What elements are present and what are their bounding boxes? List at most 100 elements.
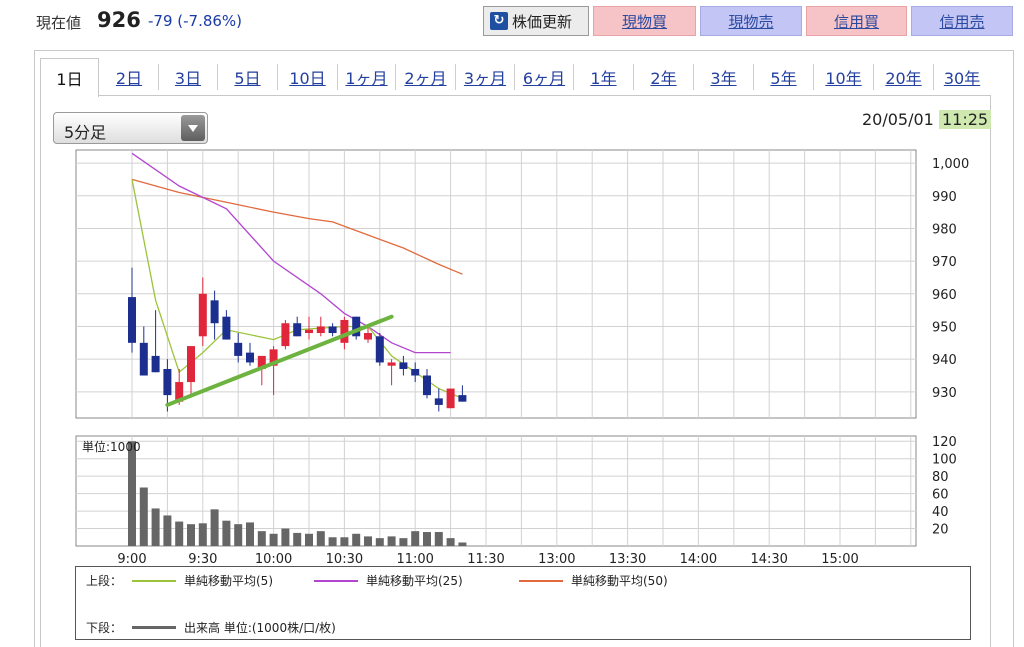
volume-bar bbox=[293, 532, 302, 546]
volume-bar bbox=[316, 531, 325, 546]
tab-3d[interactable]: 3日 bbox=[174, 69, 202, 88]
tab-3m[interactable]: 3ヶ月 bbox=[463, 69, 507, 88]
spot-sell-button[interactable]: 現物売 bbox=[700, 6, 802, 36]
tab-separator bbox=[633, 64, 634, 90]
volume-tick-label: 120 bbox=[932, 435, 957, 450]
tab-separator bbox=[753, 64, 754, 90]
interval-select-value: 5分足 bbox=[64, 123, 107, 142]
candle-body bbox=[399, 362, 408, 369]
candle-body bbox=[151, 355, 160, 373]
tab-2m[interactable]: 2ヶ月 bbox=[404, 69, 447, 88]
tab-separator bbox=[573, 64, 574, 90]
legend-volume-label: 出来高 単位:(1000株/口/枚) bbox=[184, 621, 336, 635]
volume-bar bbox=[411, 531, 420, 546]
margin-sell-button[interactable]: 信用売 bbox=[911, 6, 1013, 36]
tab-10d[interactable]: 10日 bbox=[289, 69, 326, 88]
upper-plot-area bbox=[75, 149, 917, 419]
tab-separator bbox=[933, 64, 934, 90]
ma25-line bbox=[131, 152, 451, 354]
current-price: 926 bbox=[97, 8, 141, 32]
tab-1y[interactable]: 1年 bbox=[590, 69, 617, 88]
y-tick-label: 970 bbox=[932, 255, 957, 270]
tab-3y[interactable]: 3年 bbox=[710, 69, 737, 88]
margin-buy-button[interactable]: 信用買 bbox=[806, 6, 907, 36]
x-tick-label: 10:30 bbox=[326, 552, 363, 567]
tab-6m[interactable]: 6ヶ月 bbox=[522, 69, 566, 88]
candle-body bbox=[423, 375, 431, 396]
tab-separator bbox=[873, 64, 874, 90]
volume-bar bbox=[246, 522, 254, 546]
candle-body bbox=[375, 336, 384, 363]
tab-2d[interactable]: 2日 bbox=[115, 69, 143, 88]
volume-bar bbox=[340, 537, 349, 546]
tab-1d[interactable]: 1日 bbox=[40, 58, 99, 97]
chart-panel bbox=[34, 50, 1014, 647]
candle-body bbox=[210, 300, 219, 324]
volume-bar bbox=[434, 532, 443, 546]
volume-bar bbox=[269, 533, 278, 546]
tab-separator bbox=[217, 64, 218, 90]
candle-body bbox=[316, 326, 325, 334]
volume-swatch bbox=[132, 626, 176, 629]
x-tick-label: 13:30 bbox=[609, 552, 646, 567]
legend-ma5: 単純移動平均(5) bbox=[126, 572, 273, 589]
volume-bar bbox=[328, 537, 337, 546]
candle-body bbox=[387, 362, 396, 366]
candle-body bbox=[458, 395, 467, 402]
y-tick-label: 940 bbox=[932, 353, 957, 368]
x-tick-label: 9:00 bbox=[117, 552, 146, 567]
tab-separator bbox=[395, 64, 396, 90]
candle-body bbox=[293, 323, 302, 337]
candle-body bbox=[411, 368, 420, 376]
volume-bar bbox=[352, 533, 361, 546]
tab-separator bbox=[813, 64, 814, 90]
volume-bar bbox=[423, 532, 431, 546]
y-tick-label: 960 bbox=[932, 288, 957, 303]
volume-tick-label: 60 bbox=[932, 488, 949, 503]
tab-5d[interactable]: 5日 bbox=[234, 69, 261, 88]
legend-upper-label: 上段： bbox=[86, 574, 123, 588]
legend-upper: 上段： bbox=[86, 572, 122, 589]
chevron-down-icon[interactable] bbox=[181, 115, 205, 141]
refresh-price-button[interactable]: ↻ 株価更新 bbox=[483, 6, 589, 36]
x-tick-label: 15:00 bbox=[821, 552, 858, 567]
tab-separator bbox=[693, 64, 694, 90]
chart-datetime: 20/05/01 11:25 bbox=[862, 110, 992, 129]
spot-buy-button[interactable]: 現物買 bbox=[593, 6, 696, 36]
tab-10y[interactable]: 10年 bbox=[825, 69, 862, 88]
tab-divider bbox=[98, 95, 990, 96]
tab-30y[interactable]: 30年 bbox=[943, 69, 981, 88]
tab-20y[interactable]: 20年 bbox=[885, 69, 922, 88]
chart-legend: 上段： 単純移動平均(5) 単純移動平均(25) 単純移動平均(50) 下段： … bbox=[75, 566, 971, 640]
panel-left-border bbox=[40, 95, 41, 647]
x-tick-label: 10:00 bbox=[255, 552, 292, 567]
interval-select[interactable]: 5分足 bbox=[53, 112, 208, 144]
candle-body bbox=[198, 293, 207, 337]
volume-bar bbox=[128, 441, 136, 546]
legend-ma50: 単純移動平均(50) bbox=[513, 572, 668, 589]
chart-date: 20/05/01 bbox=[862, 110, 934, 129]
y-tick-label: 1,000 bbox=[932, 157, 969, 172]
x-tick-label: 9:30 bbox=[188, 552, 217, 567]
chart-time: 11:25 bbox=[938, 110, 992, 129]
tab-1m[interactable]: 1ヶ月 bbox=[345, 69, 388, 88]
x-tick-label: 11:00 bbox=[396, 552, 433, 567]
volume-bar bbox=[198, 523, 207, 546]
tab-separator bbox=[158, 64, 159, 90]
volume-bar bbox=[387, 536, 396, 546]
ma25-swatch bbox=[314, 579, 358, 582]
tab-2y[interactable]: 2年 bbox=[650, 69, 677, 88]
volume-tick-label: 20 bbox=[932, 523, 949, 538]
candle-body bbox=[175, 382, 184, 402]
candle-body bbox=[163, 368, 172, 396]
x-tick-label: 11:30 bbox=[467, 552, 504, 567]
volume-bar bbox=[364, 536, 372, 546]
tab-5y[interactable]: 5年 bbox=[770, 69, 797, 88]
volume-bar bbox=[151, 508, 160, 546]
volume-bar bbox=[305, 533, 313, 546]
candle-body bbox=[352, 316, 361, 337]
volume-bar bbox=[234, 524, 243, 546]
candle-body bbox=[234, 342, 243, 356]
candle-body bbox=[257, 355, 266, 369]
candle-body bbox=[187, 346, 195, 383]
